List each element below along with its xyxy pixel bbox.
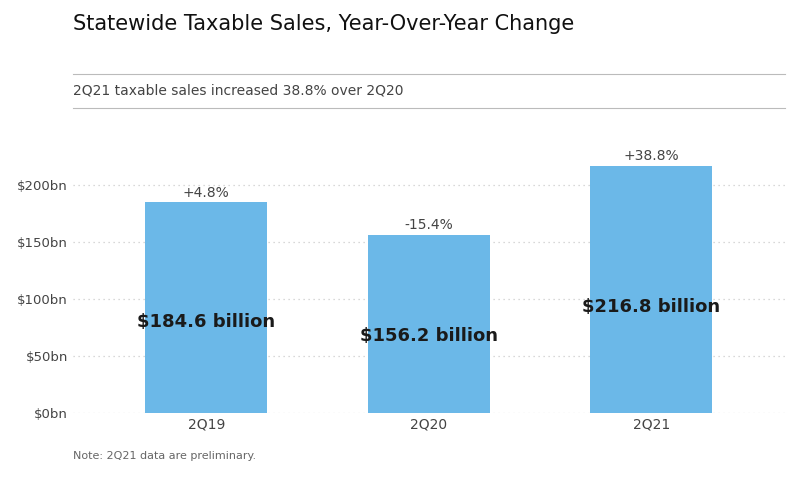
Text: +4.8%: +4.8% (183, 185, 230, 200)
Bar (590, 166, 713, 413)
Text: Statewide Taxable Sales, Year-Over-Year Change: Statewide Taxable Sales, Year-Over-Year … (73, 14, 574, 35)
Text: 2Q21 taxable sales increased 38.8% over 2Q20: 2Q21 taxable sales increased 38.8% over … (73, 84, 404, 98)
Text: +38.8%: +38.8% (624, 149, 679, 163)
Bar (145, 203, 268, 413)
Text: Note: 2Q21 data are preliminary.: Note: 2Q21 data are preliminary. (73, 451, 256, 461)
Text: $156.2 billion: $156.2 billion (360, 327, 498, 345)
Bar (367, 235, 490, 413)
Text: $216.8 billion: $216.8 billion (582, 298, 720, 315)
Text: -15.4%: -15.4% (404, 218, 453, 232)
Text: $184.6 billion: $184.6 billion (138, 313, 275, 331)
